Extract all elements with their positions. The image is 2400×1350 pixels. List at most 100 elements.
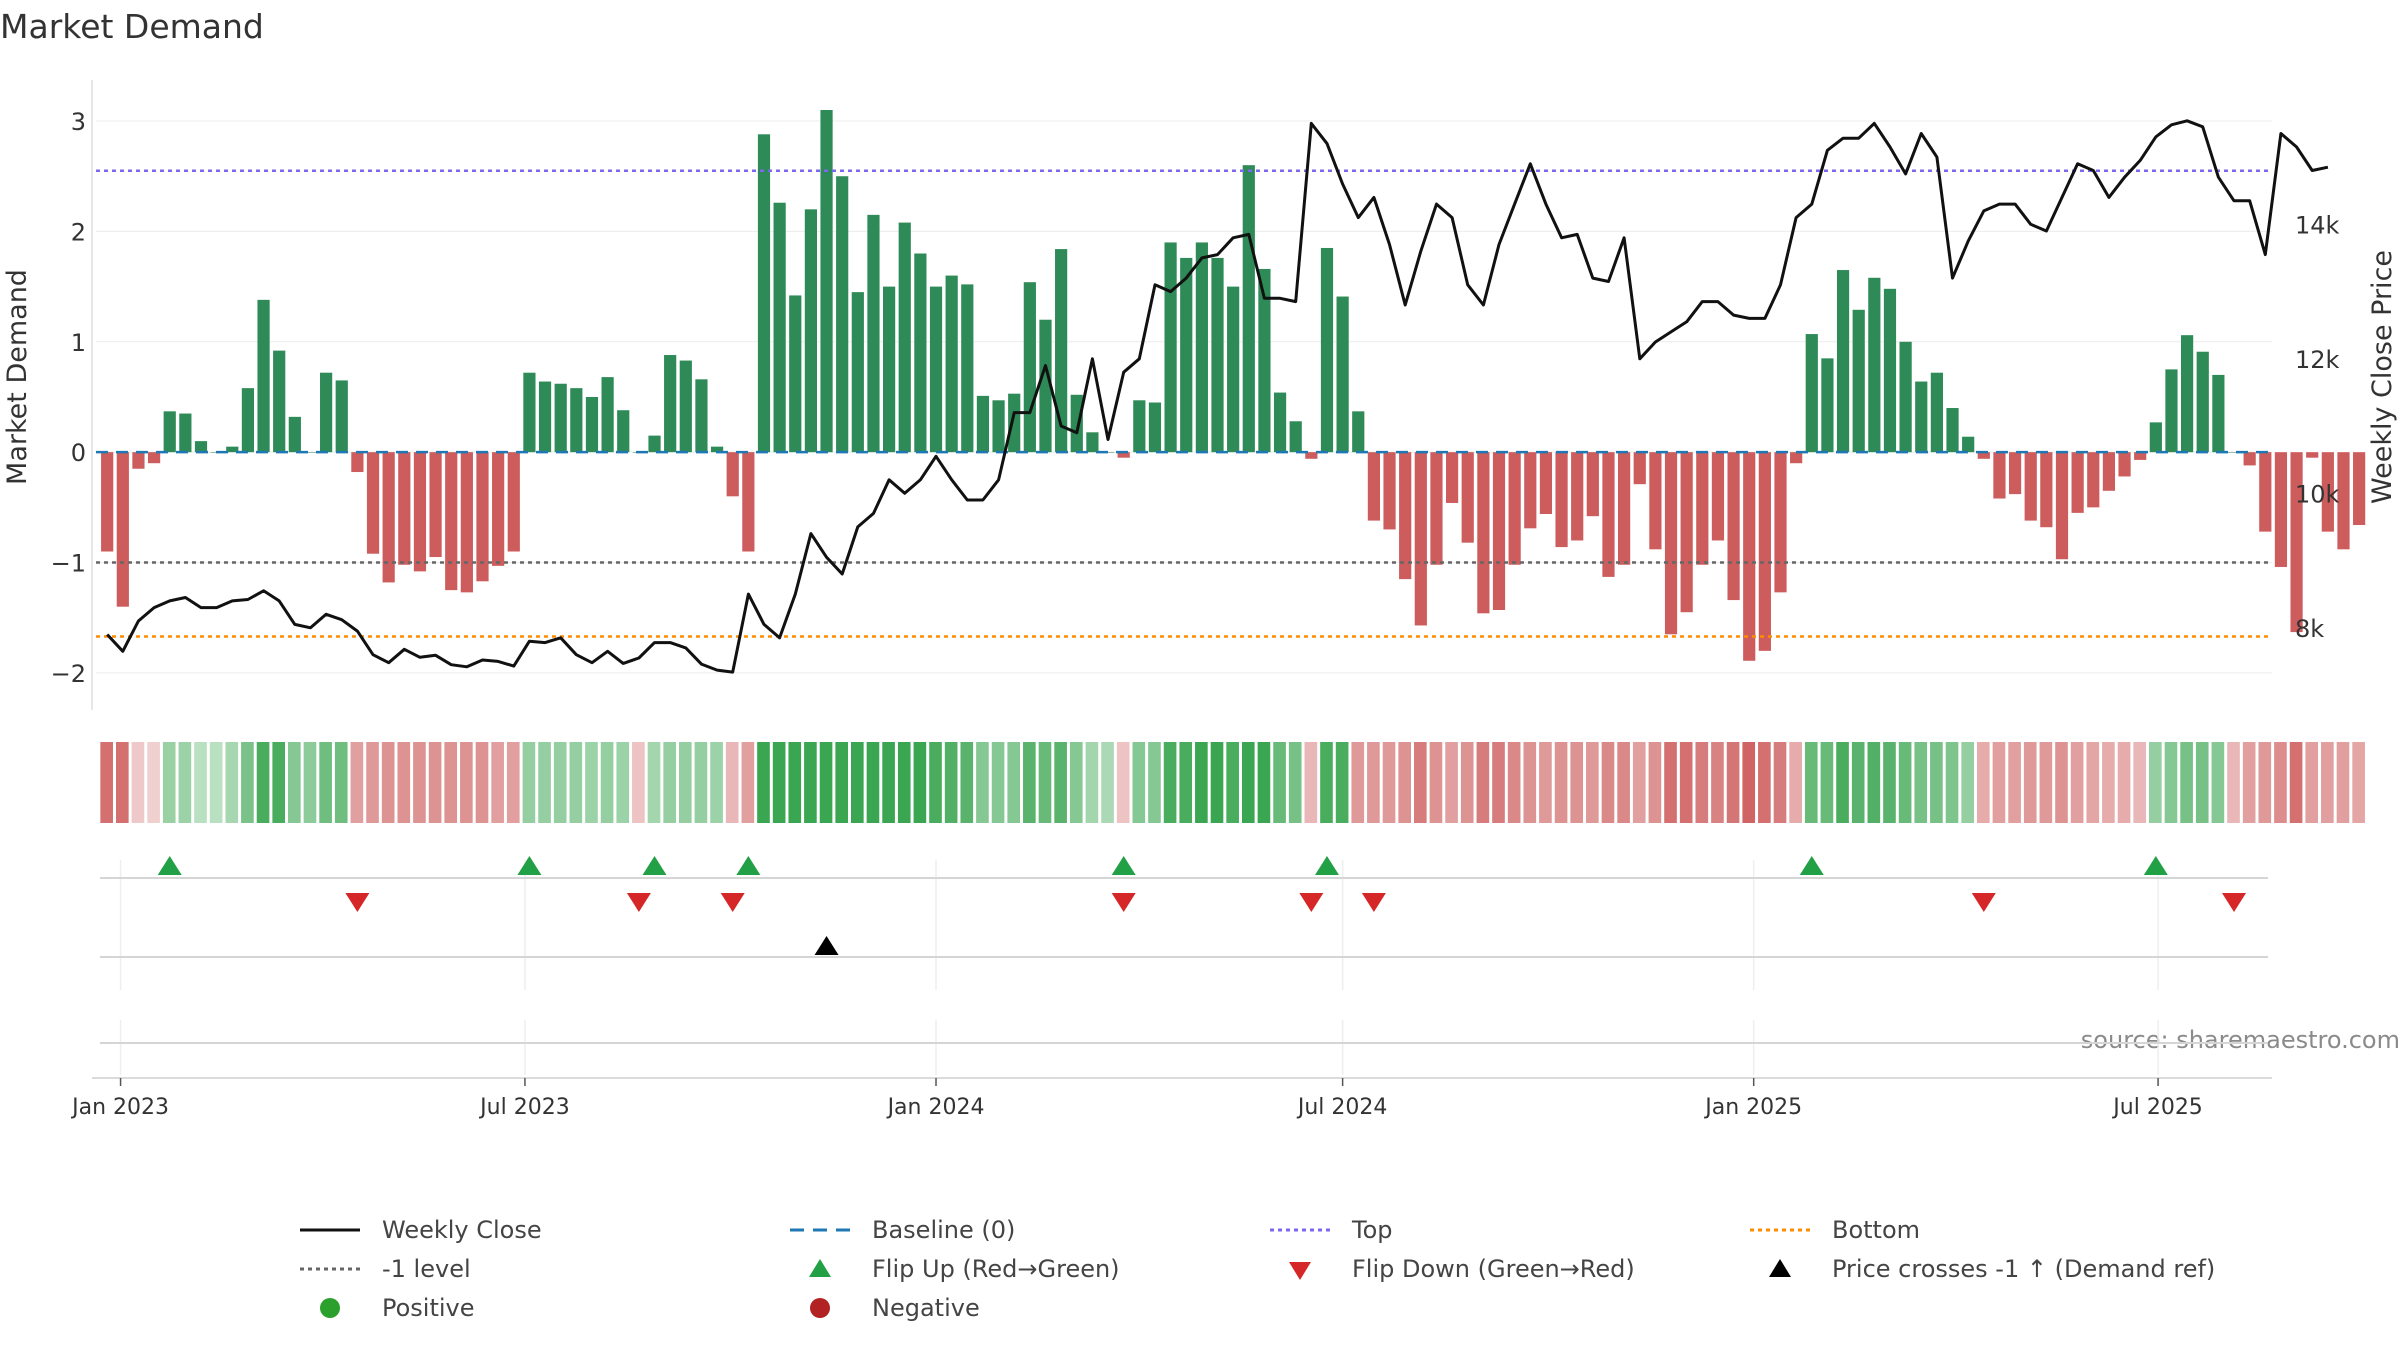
- heatmap-cell: [1648, 742, 1662, 823]
- heatmap-cell: [350, 742, 364, 823]
- demand-bar-negative: [460, 452, 473, 593]
- demand-bar-positive: [2227, 452, 2241, 453]
- heatmap-cell: [772, 742, 786, 823]
- heatmap-cell: [1351, 742, 1365, 823]
- demand-bar-positive: [2196, 351, 2209, 453]
- heatmap-cell: [1945, 742, 1959, 823]
- demand-bar-negative: [2087, 452, 2100, 508]
- flip-up-marker: [1799, 856, 1824, 875]
- demand-bar-negative: [1305, 452, 1318, 459]
- demand-bar-negative: [351, 452, 364, 473]
- heatmap-cell: [1023, 742, 1036, 823]
- demand-bar-positive: [1148, 402, 1162, 453]
- price-cross-marker: [814, 936, 839, 955]
- demand-bar-positive: [1133, 400, 1146, 453]
- demand-bar-positive: [820, 110, 833, 453]
- y2-tick-label: 10k: [2295, 480, 2340, 508]
- demand-bar-positive: [335, 380, 348, 453]
- demand-bar-negative: [398, 452, 411, 565]
- heatmap-cell: [491, 742, 504, 823]
- y-tick-label: 2: [71, 218, 86, 246]
- demand-bar-positive: [992, 400, 1005, 453]
- heatmap-cell: [897, 742, 911, 823]
- circle-icon: [790, 1293, 850, 1323]
- legend-label: Flip Down (Green→Red): [1352, 1255, 1635, 1283]
- heatmap-cell: [2227, 742, 2240, 823]
- heatmap-cell: [1711, 742, 1724, 823]
- heatmap-cell: [1773, 742, 1787, 823]
- heatmap-cell: [178, 742, 192, 823]
- demand-bars: [101, 110, 2366, 661]
- heatmap-cell: [1695, 742, 1709, 823]
- heatmap-cell: [553, 742, 567, 823]
- legend-item-negative: Negative: [790, 1293, 980, 1323]
- demand-bar-negative: [1790, 452, 1803, 464]
- demand-bar-negative: [1664, 452, 1678, 635]
- heatmap-cell: [1679, 742, 1693, 823]
- demand-bar-positive: [1320, 247, 1334, 453]
- demand-bar-positive: [554, 383, 567, 453]
- demand-bar-positive: [1352, 411, 1365, 453]
- flip-down-marker: [1361, 893, 1386, 912]
- demand-bar-positive: [1962, 436, 1975, 453]
- demand-bar-positive: [1336, 296, 1349, 453]
- legend-label: Baseline (0): [872, 1216, 1016, 1244]
- demand-bar-positive: [320, 372, 333, 453]
- heatmap-cell: [444, 742, 458, 823]
- heatmap-cell: [1961, 742, 1974, 823]
- heatmap-cell: [1539, 742, 1552, 823]
- demand-bar-positive: [804, 209, 818, 453]
- heatmap-cell: [2258, 742, 2272, 823]
- demand-bar-positive: [836, 176, 849, 453]
- heatmap-cell: [1241, 742, 1255, 823]
- demand-bar-negative: [1758, 452, 1771, 651]
- heatmap-cell: [2180, 742, 2193, 823]
- demand-bar-negative: [1508, 452, 1521, 565]
- heatmap-cell: [1914, 742, 1928, 823]
- weekly-close-line: [106, 119, 2329, 674]
- demand-bar-positive: [898, 222, 911, 453]
- heatmap-cell: [334, 742, 348, 823]
- demand-bar-negative: [476, 452, 489, 582]
- demand-bar-negative: [1586, 452, 1599, 517]
- heatmap-cell: [272, 742, 286, 823]
- demand-bar-negative: [2040, 452, 2053, 528]
- heatmap-cell: [1304, 742, 1318, 823]
- demand-bar-negative: [2306, 452, 2319, 458]
- demand-bar-negative: [2321, 452, 2334, 532]
- legend-item-minus-one-level: -1 level: [300, 1254, 471, 1284]
- heatmap-cell: [1460, 742, 1474, 823]
- demand-bar-positive: [867, 214, 880, 453]
- heatmap-cell: [1586, 742, 1599, 823]
- flip-up-marker: [736, 856, 761, 875]
- heatmap-cell: [569, 742, 583, 823]
- demand-bar-negative: [1727, 452, 1740, 601]
- demand-bar-negative: [2353, 452, 2366, 526]
- heatmap-cell: [991, 742, 1005, 823]
- demand-bar-positive: [648, 435, 661, 453]
- demand-bar-positive: [1242, 165, 1255, 453]
- heatmap-cell: [1085, 742, 1099, 823]
- flip-up-marker: [1111, 856, 1136, 875]
- demand-bar-negative: [366, 452, 380, 554]
- heatmap-cell: [1195, 742, 1208, 823]
- demand-bar-negative: [2337, 452, 2350, 550]
- heatmap-cell: [147, 742, 160, 823]
- demand-bar-positive: [2212, 374, 2225, 453]
- flip-down-marker: [345, 893, 370, 912]
- demand-bar-positive: [1289, 421, 1302, 453]
- legend-item-positive: Positive: [300, 1293, 475, 1323]
- demand-bar-negative: [1571, 452, 1584, 541]
- demand-bar-negative: [2008, 452, 2022, 495]
- demand-bar-positive: [789, 295, 802, 453]
- demand-bar-positive: [1195, 242, 1208, 453]
- heatmap-cell: [1804, 742, 1818, 823]
- heatmap-cell: [2086, 742, 2100, 823]
- heatmap-cell: [1257, 742, 1271, 823]
- demand-bar-positive: [883, 286, 896, 453]
- heatmap-cell: [1726, 742, 1740, 823]
- heatmap-cell: [1335, 742, 1349, 823]
- demand-bar-negative: [1367, 452, 1380, 521]
- y2-tick-label: 12k: [2295, 346, 2340, 374]
- heatmap-cell: [1507, 742, 1521, 823]
